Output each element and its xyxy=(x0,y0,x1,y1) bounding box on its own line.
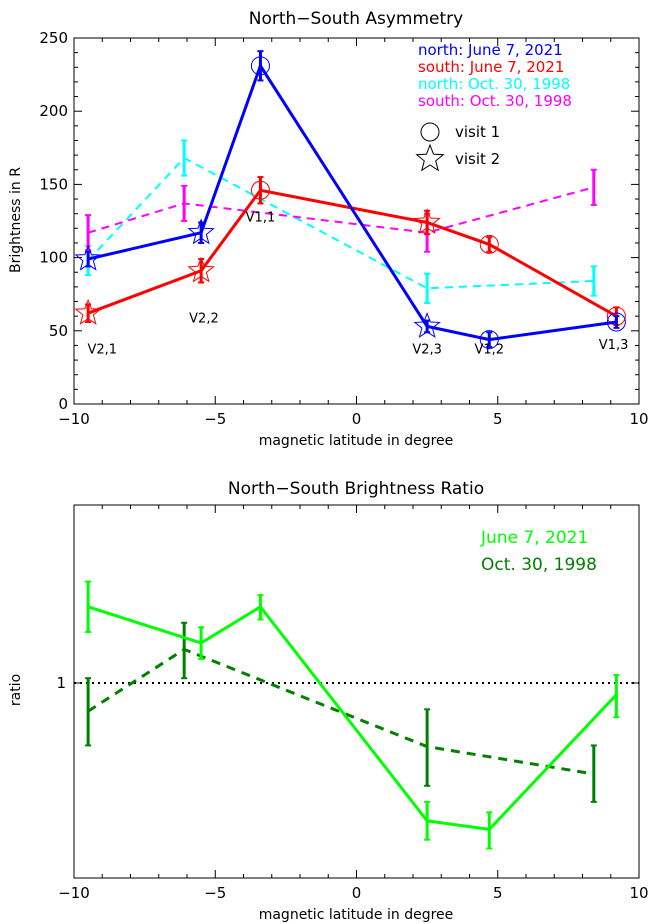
top-x-tick-label: 5 xyxy=(493,410,503,428)
bottom-x-tick-label: 10 xyxy=(629,884,648,902)
top-series-group xyxy=(74,50,626,350)
top-x-tick-label: 0 xyxy=(352,410,362,428)
top-legend-entry: south: June 7, 2021 xyxy=(418,58,564,76)
bottom-axes-ticks: −10 −5 0 5 10 1 xyxy=(56,505,649,902)
bottom-series-1 xyxy=(85,621,597,803)
top-marker-legend-label: visit 2 xyxy=(455,150,500,168)
bottom-panel: North−South Brightness Ratio magnetic la… xyxy=(8,479,649,923)
top-point-annotation: V2,3 xyxy=(412,342,442,357)
bottom-legend: June 7, 2021 Oct. 30, 1998 xyxy=(480,528,597,575)
top-point-circle-marker xyxy=(606,312,626,332)
top-point-star-marker xyxy=(74,298,102,325)
top-point-circle-marker xyxy=(479,330,499,350)
top-point-star-marker xyxy=(413,311,441,339)
top-point-star-marker xyxy=(187,218,215,245)
top-point-star-marker xyxy=(187,256,215,283)
bottom-series-line xyxy=(87,604,618,831)
top-series-line xyxy=(87,188,618,318)
top-legend-entry: north: Oct. 30, 1998 xyxy=(418,75,570,93)
top-point-annotation: V2,2 xyxy=(189,312,219,327)
top-point-annotation: V1,2 xyxy=(474,342,504,357)
top-point-circle-marker xyxy=(250,56,270,76)
bottom-x-tick-label: 0 xyxy=(352,884,362,902)
bottom-series-0 xyxy=(85,580,620,850)
bottom-series-line xyxy=(87,647,595,776)
top-point-star-marker xyxy=(413,208,441,235)
bottom-series-group xyxy=(85,580,620,850)
top-y-tick-label: 150 xyxy=(39,175,68,193)
top-point-star-marker xyxy=(74,244,102,271)
top-point-annotation: V1,3 xyxy=(599,338,629,353)
bottom-x-tick-label: −5 xyxy=(204,884,226,902)
bottom-x-tick-label: −10 xyxy=(58,884,90,902)
top-legend-entry: north: June 7, 2021 xyxy=(418,41,563,59)
top-y-axis-label: Brightness in R xyxy=(8,167,24,273)
top-y-tick-label: 100 xyxy=(39,249,68,267)
top-y-tick-label: 200 xyxy=(39,102,68,120)
bottom-chart-title: North−South Brightness Ratio xyxy=(228,479,484,499)
top-chart-title: North−South Asymmetry xyxy=(249,9,463,29)
top-point-circle-marker xyxy=(479,234,499,254)
top-x-tick-label: −5 xyxy=(204,410,226,428)
bottom-y-axis-label: ratio xyxy=(8,674,24,706)
top-x-tick-label: 10 xyxy=(629,410,648,428)
top-series-3 xyxy=(85,168,597,253)
top-series-line xyxy=(87,62,617,342)
top-series-1 xyxy=(74,176,626,326)
bottom-y-tick-label: 1 xyxy=(56,674,66,692)
top-y-tick-label: 250 xyxy=(39,29,68,47)
legend-star-icon xyxy=(415,143,445,172)
top-panel: North−South Asymmetry magnetic latitude … xyxy=(8,9,649,449)
top-point-circle-marker xyxy=(250,180,270,200)
bottom-x-axis-label: magnetic latitude in degree xyxy=(259,907,454,923)
top-y-tick-label: 0 xyxy=(58,395,68,413)
top-point-annotations: V2,1 V2,2 V1,1 V2,3 V1,2 V1,3 xyxy=(87,211,628,358)
top-legend-entry: south: Oct. 30, 1998 xyxy=(418,92,572,110)
top-x-axis-label: magnetic latitude in degree xyxy=(259,433,454,449)
top-marker-legend-label: visit 1 xyxy=(455,123,500,141)
bottom-x-tick-label: 5 xyxy=(493,884,503,902)
bottom-legend-entry: Oct. 30, 1998 xyxy=(481,555,597,575)
top-point-annotation: V2,1 xyxy=(87,342,117,357)
top-series-0 xyxy=(74,50,626,350)
top-x-tick-label: −10 xyxy=(58,410,90,428)
top-y-tick-label: 50 xyxy=(49,322,68,340)
bottom-legend-entry: June 7, 2021 xyxy=(480,528,588,548)
top-series-line xyxy=(87,156,594,290)
legend-circle-icon xyxy=(420,122,440,142)
top-point-annotation: V1,1 xyxy=(246,211,276,226)
